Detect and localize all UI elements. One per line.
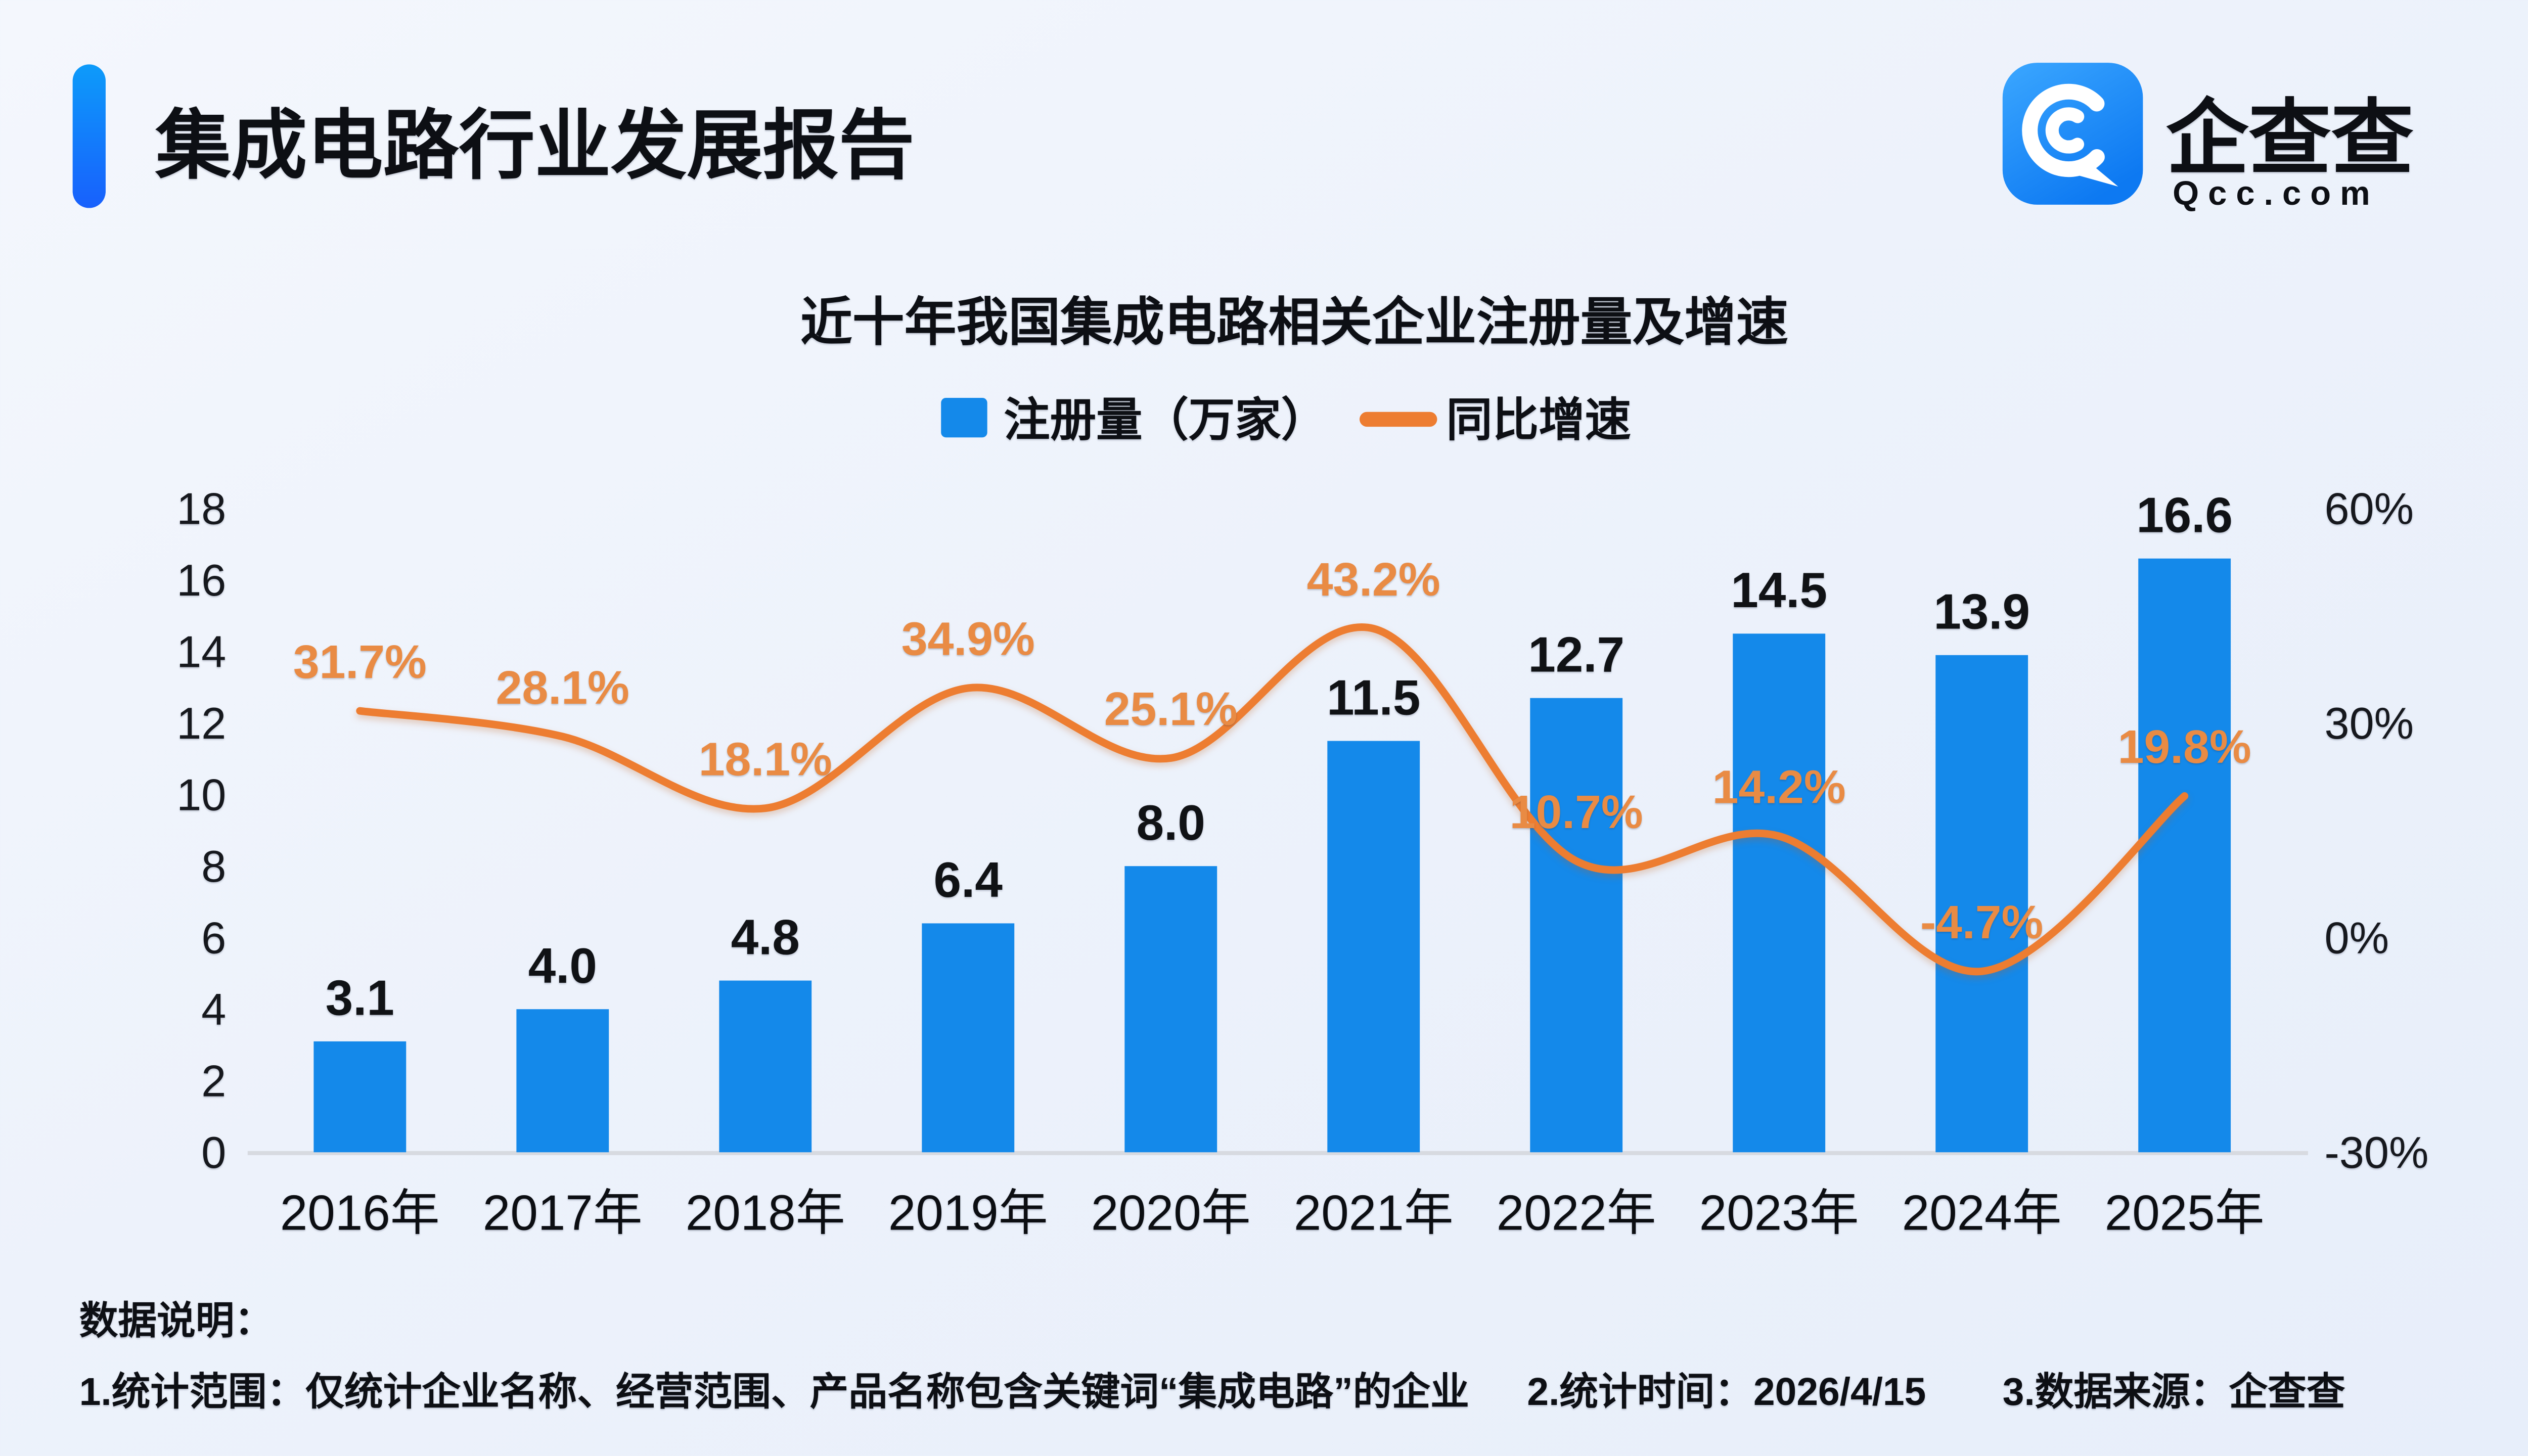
growth-label: 19.8% bbox=[2118, 720, 2251, 773]
left-axis-tick: 12 bbox=[176, 698, 226, 748]
growth-label: 25.1% bbox=[1104, 682, 1238, 735]
left-axis-ticks: 0 2 4 6 8 10 12 14 16 18 bbox=[176, 484, 226, 1177]
x-axis-label: 2023年 bbox=[1699, 1185, 1859, 1241]
left-axis-tick: 4 bbox=[201, 984, 226, 1034]
x-axis-label: 2017年 bbox=[483, 1185, 643, 1241]
x-axis-label: 2019年 bbox=[888, 1185, 1048, 1241]
left-axis-tick: 16 bbox=[176, 555, 226, 605]
footer-note-scope: 1.统计范围：仅统计企业名称、经营范围、产品名称包含关键词“集成电路”的企业 bbox=[79, 1371, 1469, 1414]
bar-value-label: 14.5 bbox=[1731, 562, 1827, 618]
x-axis-label: 2022年 bbox=[1497, 1185, 1656, 1241]
right-axis-tick: 30% bbox=[2325, 698, 2414, 748]
bar-2023年 bbox=[1733, 633, 1826, 1153]
bar-value-label: 8.0 bbox=[1137, 795, 1205, 850]
bar-2017年 bbox=[516, 1009, 609, 1153]
bar-value-label: 12.7 bbox=[1528, 626, 1624, 682]
growth-label: 18.1% bbox=[699, 733, 832, 785]
bar-2024年 bbox=[1935, 655, 2028, 1153]
growth-label: 43.2% bbox=[1307, 553, 1440, 606]
growth-label: -4.7% bbox=[1920, 896, 2043, 948]
bar-value-label: 11.5 bbox=[1327, 669, 1420, 725]
footer-note-source: 3.数据来源：企查查 bbox=[2003, 1371, 2345, 1414]
bar-2021年 bbox=[1327, 741, 1420, 1153]
growth-label: 28.1% bbox=[496, 661, 629, 714]
x-axis-labels: 2016年 2017年 2018年 2019年 2020年 2021年 2022年 2023年… bbox=[280, 1185, 2265, 1241]
footer-note-time: 2.统计时间：2026/4/15 bbox=[1527, 1371, 1926, 1414]
x-axis-label: 2025年 bbox=[2105, 1185, 2265, 1241]
bar-2025年 bbox=[2138, 558, 2231, 1153]
x-axis-label: 2024年 bbox=[1902, 1185, 2062, 1241]
left-axis-tick: 6 bbox=[201, 913, 226, 963]
qcc-logo: 企查查 Qcc.com bbox=[2002, 63, 2414, 212]
x-axis-label: 2021年 bbox=[1294, 1185, 1454, 1241]
growth-label: 31.7% bbox=[293, 635, 427, 688]
chart-title: 近十年我国集成电路相关企业注册量及增速 bbox=[800, 293, 1788, 351]
bar-value-label: 3.1 bbox=[326, 970, 394, 1026]
legend-bar-swatch bbox=[941, 397, 987, 438]
header-accent-bar bbox=[72, 64, 106, 208]
left-axis-tick: 14 bbox=[176, 627, 226, 677]
right-axis-tick: 0% bbox=[2325, 913, 2389, 963]
bar-2018年 bbox=[719, 980, 812, 1153]
x-axis-label: 2020年 bbox=[1091, 1185, 1251, 1241]
bar-2016年 bbox=[313, 1041, 407, 1153]
left-axis-tick: 18 bbox=[176, 484, 226, 534]
left-axis-tick: 10 bbox=[176, 770, 226, 820]
growth-line-path bbox=[356, 623, 2189, 976]
left-axis-tick: 0 bbox=[201, 1127, 226, 1177]
qcc-icon-inner-ring bbox=[2045, 107, 2092, 154]
bar-2022年 bbox=[1530, 698, 1623, 1153]
bar-value-label: 4.0 bbox=[528, 938, 597, 993]
growth-label: 14.2% bbox=[1712, 760, 1846, 813]
x-axis-label: 2018年 bbox=[686, 1185, 845, 1241]
footer-heading: 数据说明： bbox=[79, 1299, 274, 1342]
left-axis-tick: 8 bbox=[201, 841, 226, 891]
bar-value-labels: 3.1 4.0 4.8 6.4 8.0 11.5 12.7 14.5 13.9 16.6 bbox=[326, 487, 2233, 1026]
bar-value-label: 4.8 bbox=[731, 909, 800, 965]
legend-bar-label: 注册量（万家） bbox=[1004, 394, 1327, 446]
qcc-icon-tail bbox=[2076, 162, 2118, 187]
bar-value-label: 6.4 bbox=[934, 852, 1003, 907]
qcc-logo-icon bbox=[2002, 63, 2143, 205]
growth-line-series bbox=[356, 623, 2189, 976]
bar-value-label: 16.6 bbox=[2136, 487, 2233, 543]
right-axis-tick: 60% bbox=[2325, 484, 2414, 534]
qcc-logo-domain: Qcc.com bbox=[2173, 174, 2379, 212]
growth-label: 34.9% bbox=[901, 613, 1035, 665]
qcc-icon-outer-ring bbox=[2022, 83, 2115, 177]
bars-series bbox=[313, 558, 2231, 1153]
legend-line-label: 同比增速 bbox=[1446, 394, 1631, 446]
x-axis-label: 2016年 bbox=[280, 1185, 440, 1241]
left-axis-tick: 2 bbox=[201, 1056, 226, 1106]
bar-value-label: 13.9 bbox=[1933, 584, 2030, 640]
qcc-logo-name: 企查查 bbox=[2166, 92, 2414, 185]
right-axis-ticks: -30% 0% 30% 60% bbox=[2325, 484, 2429, 1177]
bar-2020年 bbox=[1124, 866, 1217, 1153]
page-title: 集成电路行业发展报告 bbox=[155, 103, 915, 188]
chart-legend: 注册量（万家） 同比增速 bbox=[941, 394, 1631, 446]
growth-label: 10.7% bbox=[1510, 786, 1643, 838]
growth-value-labels: 31.7% 28.1% 18.1% 34.9% 25.1% 43.2% 10.7% 14.2%… bbox=[293, 553, 2251, 948]
bar-2019年 bbox=[922, 923, 1015, 1153]
right-axis-tick: -30% bbox=[2325, 1127, 2429, 1177]
